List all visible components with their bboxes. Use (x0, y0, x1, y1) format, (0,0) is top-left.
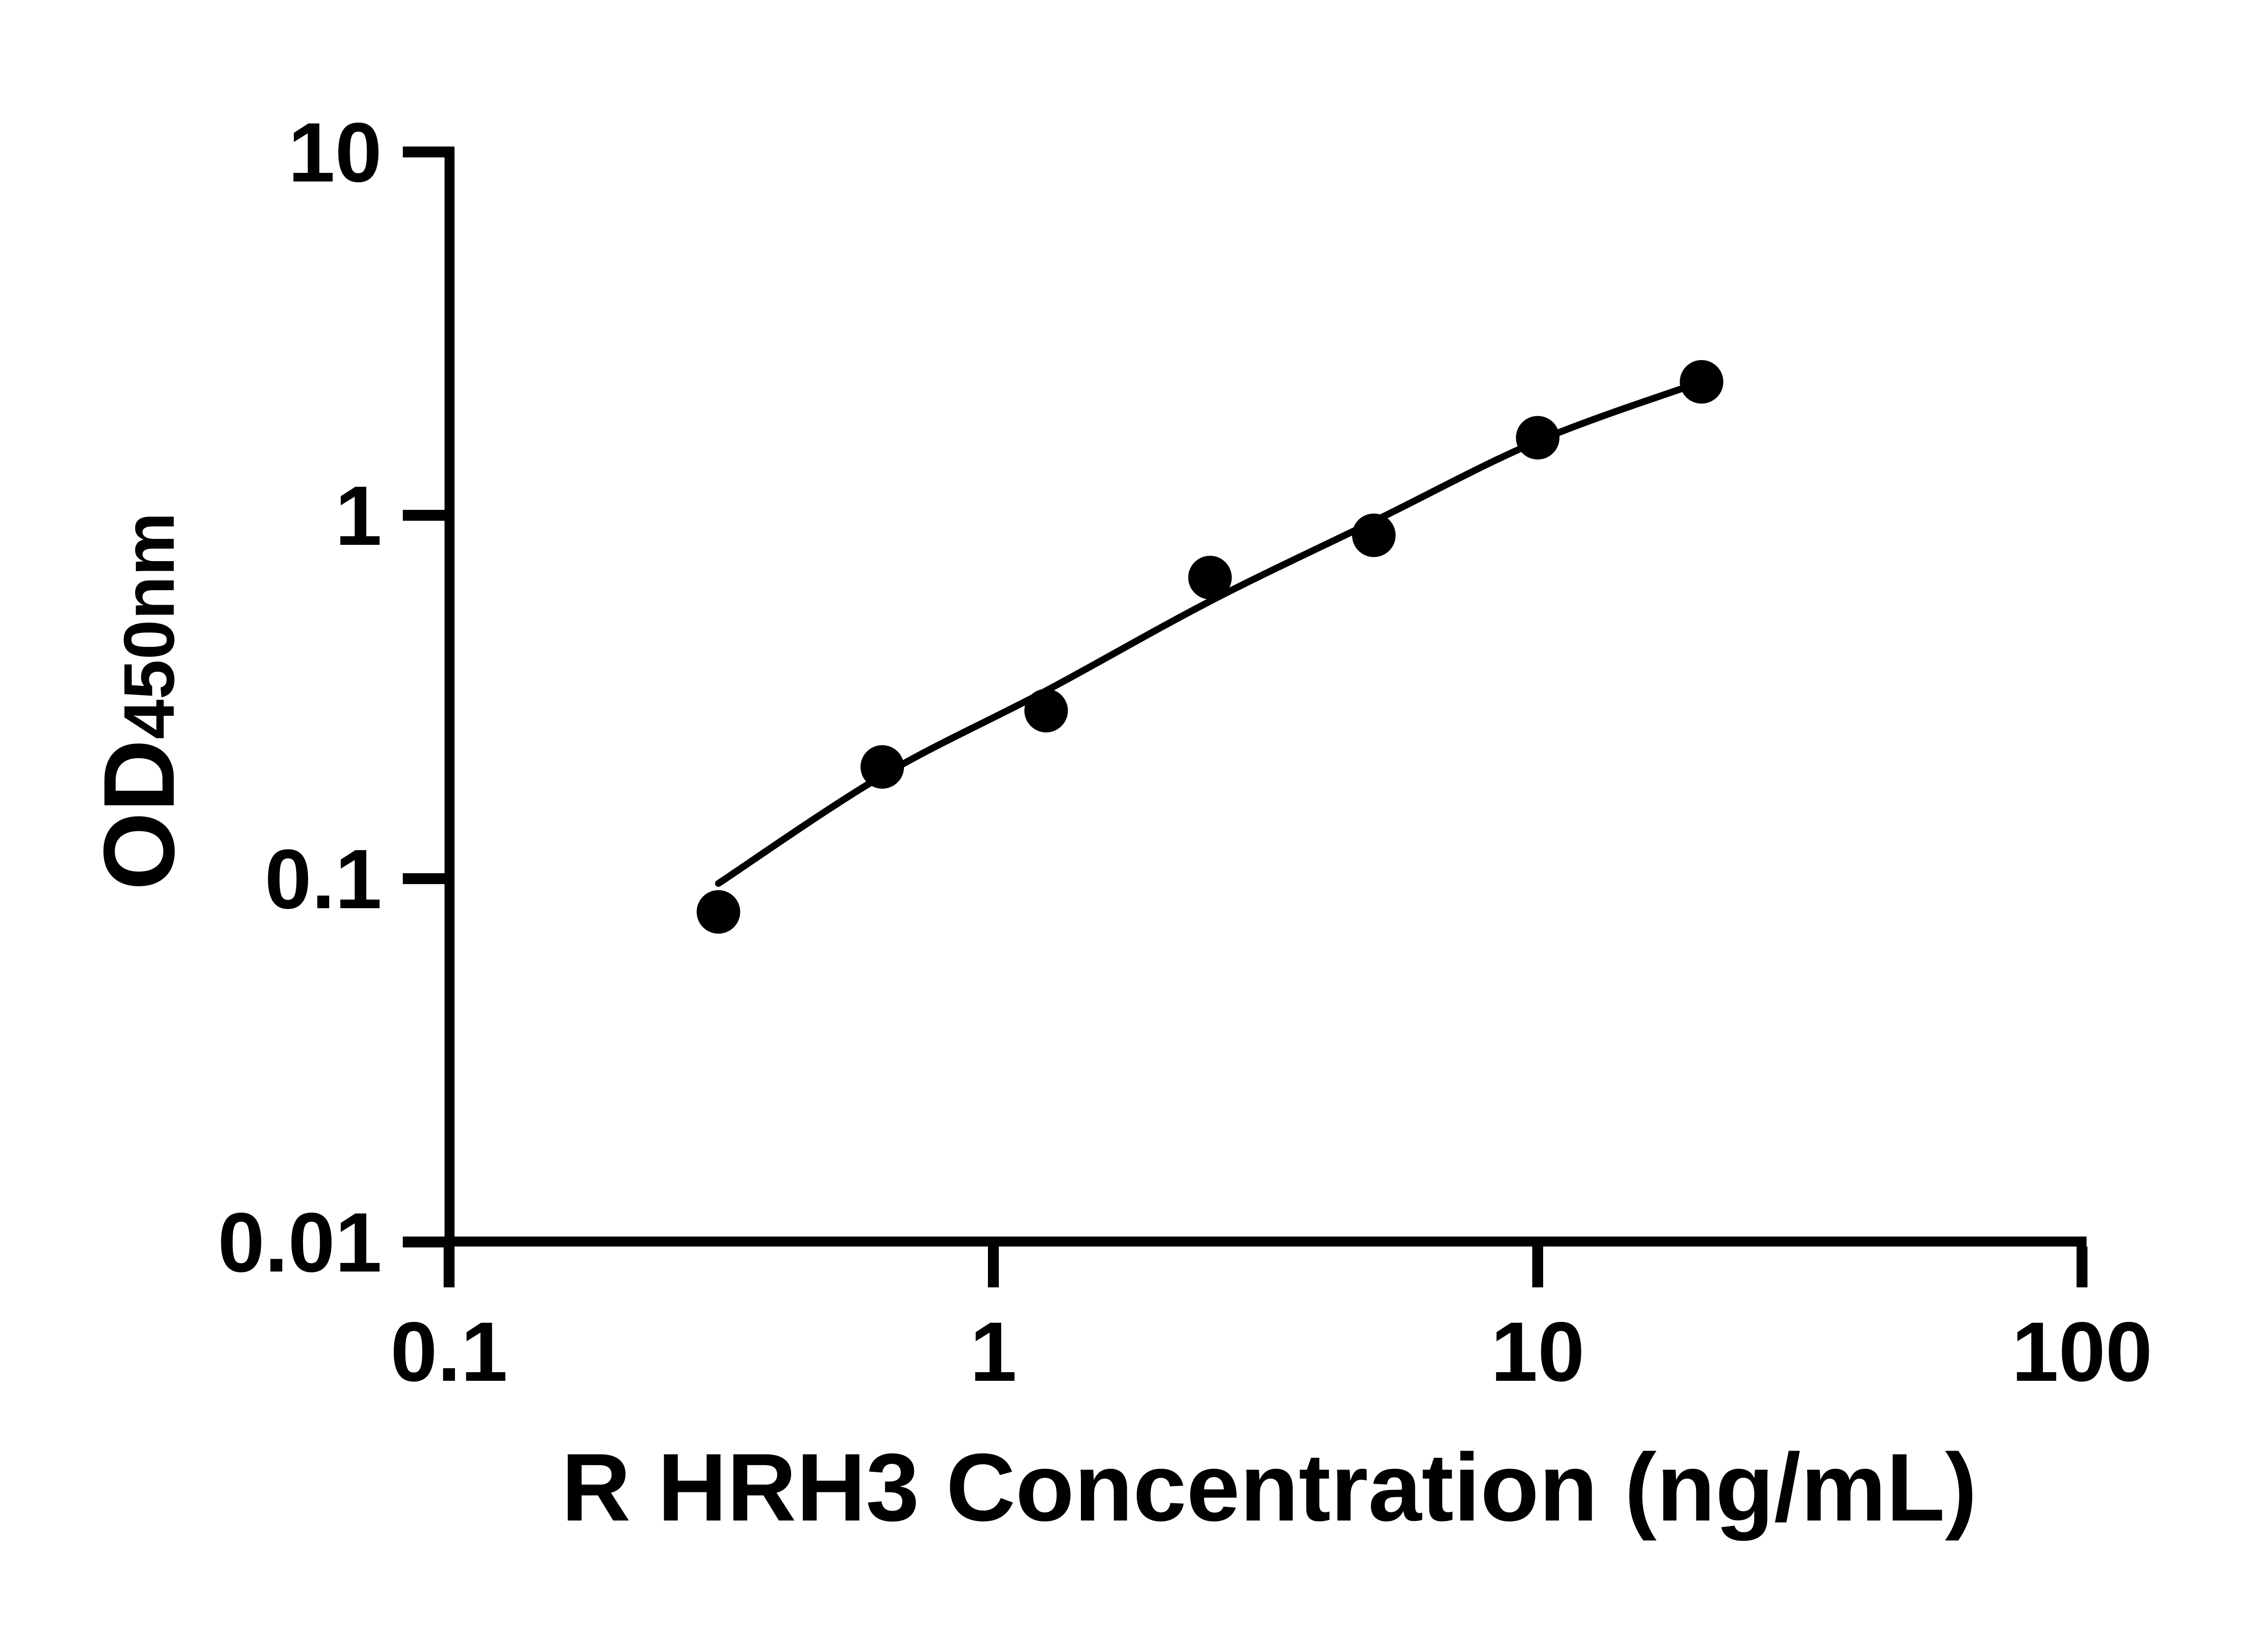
y-tick-label: 0.1 (264, 832, 382, 926)
data-point (1352, 513, 1396, 557)
fit-curve (715, 378, 1705, 887)
x-tick-label: 100 (2012, 1305, 2152, 1399)
y-tick-label: 1 (335, 469, 382, 563)
x-tick-label: 0.1 (391, 1305, 508, 1399)
data-point (696, 890, 740, 934)
y-tick-label: 10 (288, 106, 382, 200)
y-axis-title-main: OD (83, 739, 196, 890)
x-tick-label: 1 (970, 1305, 1017, 1399)
y-axis-title: OD450nm (83, 512, 196, 890)
x-tick-label: 10 (1491, 1305, 1585, 1399)
x-axis-title: R HRH3 Concentration (ng/mL) (562, 1433, 1977, 1541)
data-point (1516, 416, 1559, 460)
data-point (1024, 689, 1068, 733)
y-axis-title-subscript: 450nm (109, 512, 189, 739)
y-tick-label: 0.01 (218, 1196, 382, 1290)
data-point (860, 745, 904, 789)
data-point (1680, 360, 1724, 404)
data-point (1188, 556, 1232, 600)
